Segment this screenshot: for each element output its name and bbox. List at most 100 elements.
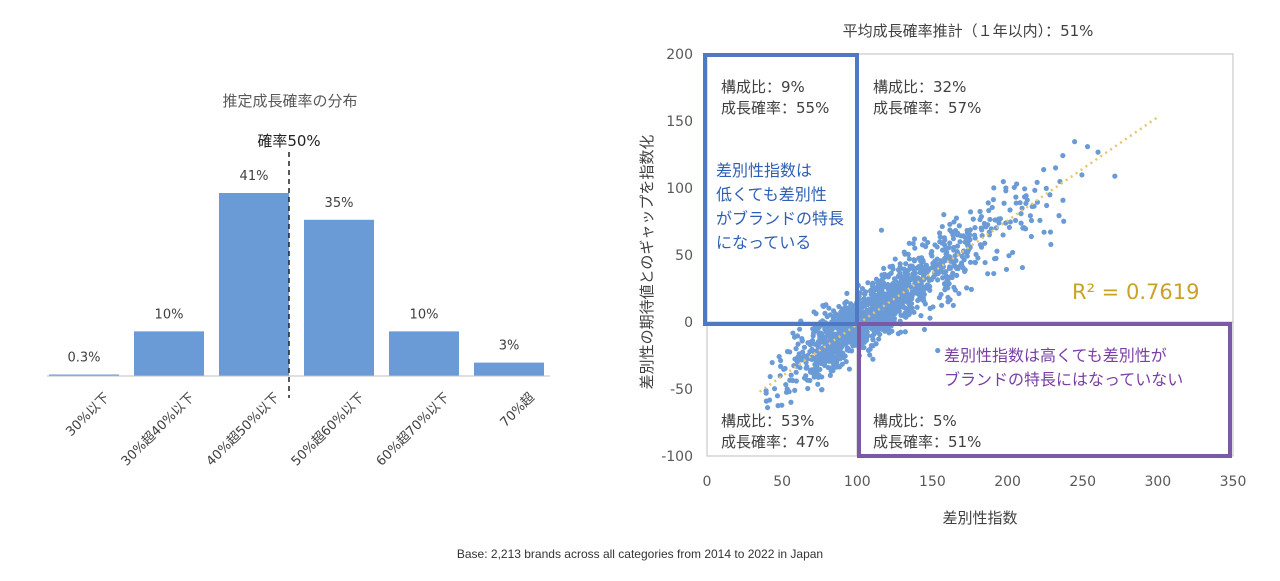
scatter-point: [926, 277, 933, 283]
scatter-point: [991, 185, 997, 191]
scatter-point: [863, 336, 870, 342]
scatter-point: [977, 242, 984, 248]
bar-category-label-1: 30%以下: [63, 390, 112, 439]
scatter-point: [897, 261, 903, 267]
bar-3: [219, 193, 289, 376]
scatter-point: [964, 253, 970, 259]
scatter-point: [799, 337, 805, 344]
scatter-point: [917, 269, 923, 276]
scatter-point: [946, 254, 952, 260]
scatter-point: [775, 403, 781, 409]
scatter-point: [1028, 233, 1034, 240]
scatter-point: [871, 331, 877, 337]
scatter-point: [956, 223, 962, 229]
scatter-point: [947, 240, 953, 246]
scatter-point: [957, 263, 963, 269]
scatter-point: [991, 270, 997, 277]
scatter-point: [795, 354, 801, 360]
y-tick-label-6: 150: [666, 114, 693, 130]
quadrant-bottom-left-share: 構成比：53%: [721, 412, 814, 430]
scatter-point: [877, 290, 883, 296]
scatter-point: [863, 310, 869, 316]
scatter-point: [937, 239, 943, 245]
scatter-point: [1084, 144, 1091, 150]
scatter-point: [895, 267, 902, 273]
x-tick-label-3: 100: [844, 474, 871, 490]
scatter-point: [1013, 194, 1019, 200]
x-tick-label-6: 250: [1069, 474, 1096, 490]
scatter-point: [929, 265, 935, 271]
scatter-point: [920, 291, 927, 297]
y-tick-label-4: 50: [675, 248, 693, 264]
scatter-point: [1007, 207, 1013, 213]
scatter-point: [1010, 249, 1016, 256]
scatter-point: [776, 353, 782, 360]
scatter-point: [778, 357, 784, 364]
scatter-point: [827, 372, 833, 378]
scatter-point: [954, 243, 961, 249]
scatter-point: [807, 340, 813, 346]
scatter-point: [896, 308, 902, 314]
scatter-point: [1034, 179, 1040, 185]
scatter-point: [782, 365, 788, 372]
low-index-callout-line-4: になっている: [716, 233, 811, 252]
scatter-point: [951, 219, 957, 225]
scatter-point: [1003, 266, 1010, 273]
x-tick-label-2: 50: [773, 474, 791, 490]
scatter-point: [944, 250, 950, 256]
scatter-point: [888, 293, 894, 299]
scatter-point: [920, 273, 927, 279]
scatter-point: [878, 324, 884, 331]
scatter-point: [881, 274, 887, 280]
scatter-point: [801, 375, 808, 381]
scatter-point: [997, 216, 1004, 222]
scatter-point: [985, 271, 991, 277]
scatter-point: [1000, 232, 1006, 238]
scatter-point: [881, 283, 888, 290]
scatter-point: [950, 236, 957, 242]
scatter-point: [900, 274, 907, 280]
scatter-point: [771, 386, 778, 392]
scatter-point: [878, 227, 885, 233]
scatter-point: [850, 343, 856, 349]
scatter-point: [1006, 224, 1012, 230]
scatter-point: [918, 263, 924, 269]
scatter-point: [945, 299, 951, 305]
scatter-point: [861, 344, 867, 351]
scatter-point: [836, 364, 843, 370]
scatter-point: [1022, 186, 1028, 192]
scatter-point: [1095, 149, 1101, 155]
bar-value-label-2: 10%: [155, 307, 184, 322]
scatter-point: [881, 265, 887, 272]
scatter-point: [905, 251, 911, 257]
scatter-point: [915, 282, 922, 288]
scatter-point: [840, 312, 846, 318]
scatter-point: [902, 329, 908, 335]
scatter-point: [810, 326, 816, 332]
scatter-point: [889, 263, 896, 269]
scatter-point: [887, 307, 893, 313]
bar-chart-title: 推定成長確率の分布: [222, 92, 357, 110]
scatter-point: [975, 255, 981, 261]
bar-1: [49, 374, 119, 376]
scatter-point: [894, 300, 900, 306]
scatter-point: [834, 345, 840, 351]
scatter-point: [843, 299, 850, 305]
scatter-point: [989, 204, 995, 211]
scatter-point: [792, 387, 798, 393]
scatter-point: [1072, 139, 1078, 145]
quadrant-top-left-share: 構成比：9%: [721, 78, 805, 96]
scatter-point: [919, 242, 926, 248]
scatter-point: [945, 294, 951, 301]
scatter-point: [930, 304, 936, 310]
scatter-point: [964, 285, 970, 291]
x-tick-label-7: 300: [1144, 474, 1171, 490]
scatter-point: [886, 312, 892, 318]
scatter-point: [844, 345, 850, 351]
trendline: [758, 115, 1159, 393]
scatter-point: [793, 346, 799, 352]
scatter-point: [940, 269, 946, 275]
scatter-point: [838, 341, 845, 347]
low-index-callout-line-2: 低くても差別性: [716, 185, 827, 204]
scatter-point: [952, 253, 958, 259]
